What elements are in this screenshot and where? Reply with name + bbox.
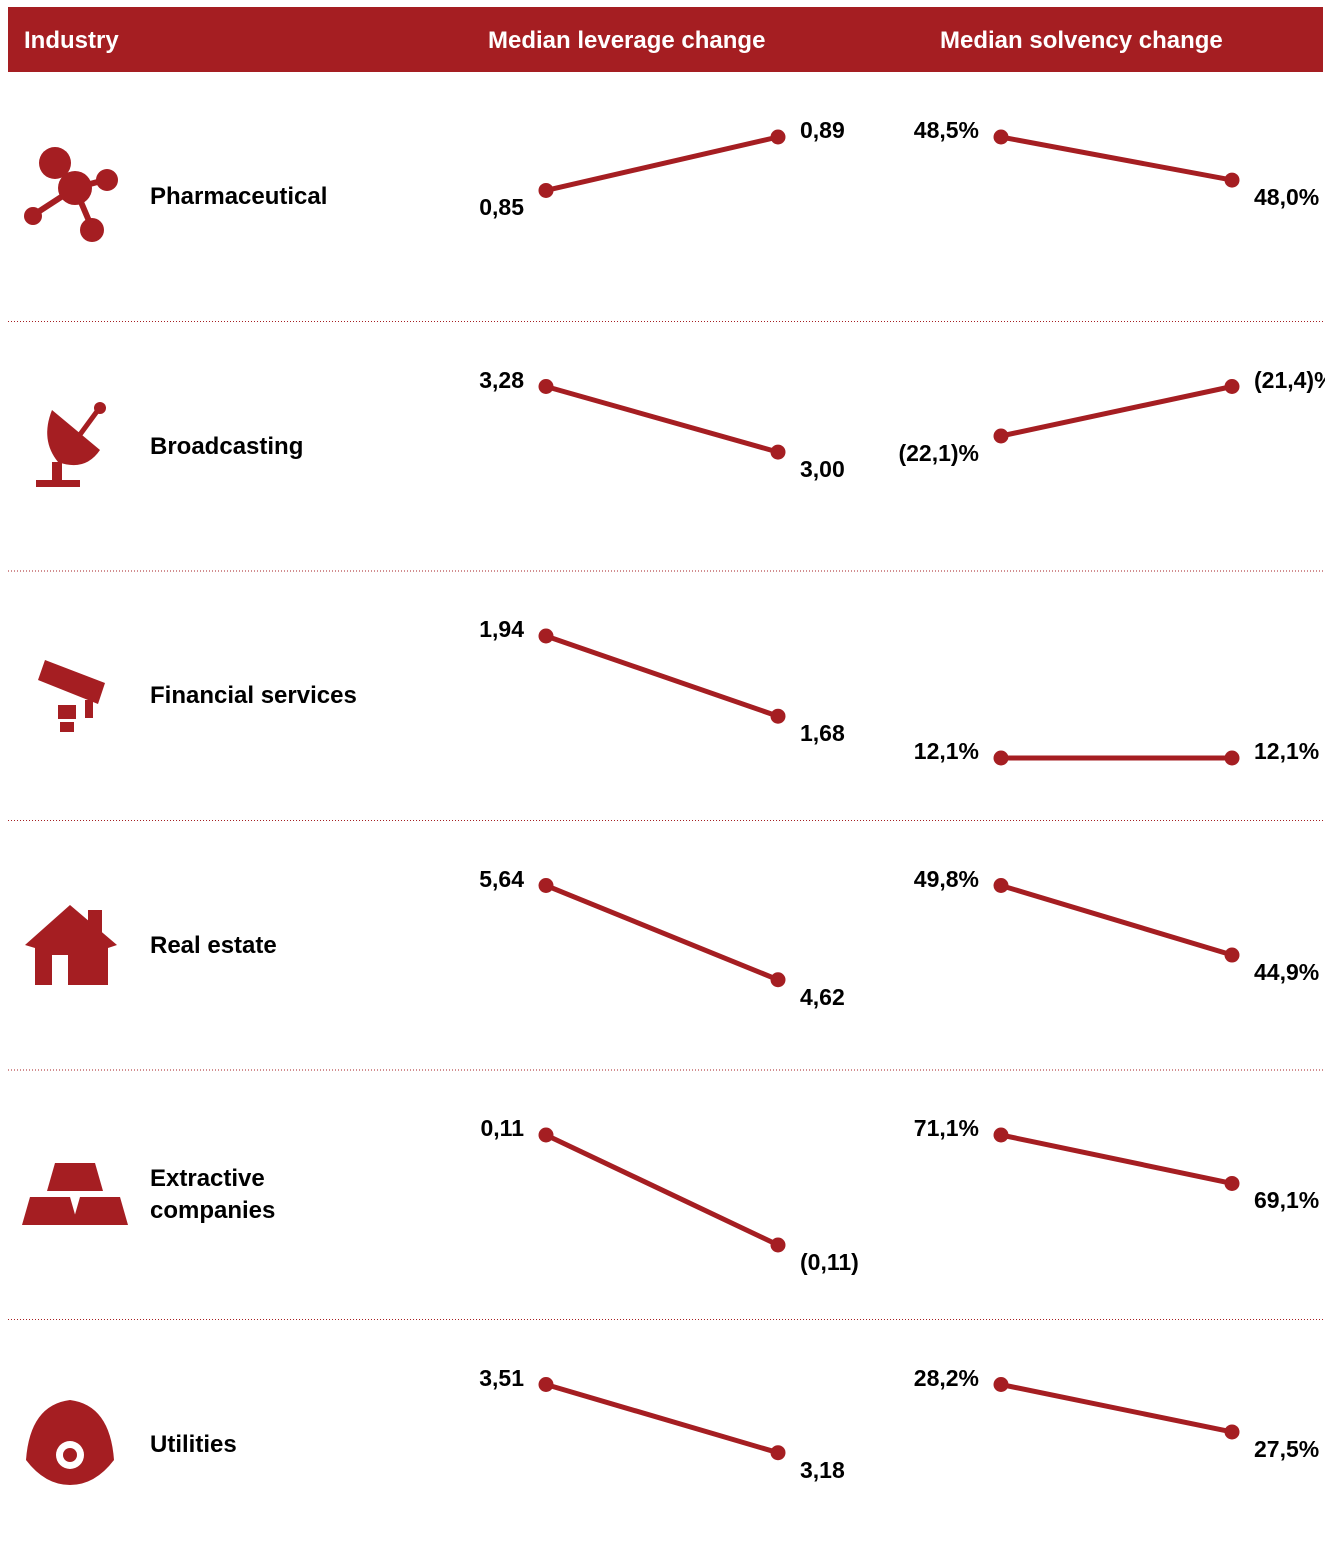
- icons: [22, 147, 128, 1485]
- value-label: 48,0%: [1254, 184, 1320, 211]
- slope-line: [1000, 1382, 1233, 1435]
- header-cell: Industry: [24, 27, 119, 54]
- value-label: 12,1%: [1254, 738, 1320, 764]
- slope-line: [544, 1132, 780, 1248]
- value-label: 3,28: [479, 366, 524, 393]
- point: [538, 628, 554, 644]
- value-label: 0,89: [800, 117, 845, 143]
- header-bar: Industry Median leverage change Median s…: [8, 7, 1323, 72]
- industry-name: Financial services: [150, 682, 357, 709]
- industry-name: Broadcasting: [150, 432, 304, 460]
- slope-line: [545, 1382, 779, 1456]
- point: [538, 182, 554, 198]
- point: [770, 1237, 786, 1253]
- point: [770, 444, 786, 460]
- value-label: 4,62: [800, 983, 845, 1010]
- value-label: 44,9%: [1254, 959, 1320, 986]
- point: [770, 129, 786, 145]
- point: [993, 1127, 1009, 1143]
- icon-broadcasting: [36, 402, 106, 487]
- slope-line: [1000, 384, 1233, 439]
- icon-extractive: [22, 1163, 128, 1225]
- value-label: 0,85: [479, 194, 524, 221]
- value-label: (22,1)%: [898, 440, 979, 466]
- industry-name: Real estate: [150, 931, 277, 959]
- point: [538, 878, 554, 893]
- icon-financial-services: [38, 660, 105, 732]
- industry-name: Extractive companies: [150, 1165, 276, 1224]
- slope-line: [545, 134, 779, 193]
- value-label: 1,94: [479, 616, 524, 642]
- value-label: 1,68: [800, 720, 845, 747]
- value-label: 49,8%: [913, 865, 979, 892]
- point: [1224, 1175, 1240, 1191]
- slope-line: [545, 633, 779, 719]
- value-label: 5,64: [479, 865, 524, 892]
- value-label: (0,11): [800, 1249, 859, 1275]
- value-label: 71,1%: [913, 1115, 979, 1141]
- header-cell: Median solvency change: [940, 27, 1223, 54]
- industry-name: Utilities: [150, 1430, 237, 1458]
- value-label: 28,2%: [913, 1364, 979, 1391]
- point: [1224, 379, 1240, 394]
- value-label: 12,1%: [913, 738, 979, 764]
- point: [993, 428, 1009, 444]
- value-label: 27,5%: [1254, 1435, 1320, 1462]
- value-label: 0,11: [480, 1115, 525, 1141]
- value-label: 3,18: [800, 1456, 845, 1483]
- slope-line: [1000, 134, 1233, 183]
- value-label: (21,4)%: [1254, 366, 1325, 393]
- point: [770, 708, 786, 724]
- slope-line: [1000, 883, 1233, 958]
- slope-line: [545, 883, 779, 983]
- point: [1224, 750, 1240, 766]
- point: [993, 878, 1009, 893]
- point: [538, 1127, 554, 1143]
- point: [993, 129, 1009, 145]
- point: [538, 379, 554, 394]
- slope-line: [545, 384, 779, 455]
- point: [770, 1445, 786, 1461]
- icon-real-estate: [25, 905, 117, 985]
- header-cell: Median leverage change: [488, 27, 766, 54]
- point: [1224, 172, 1240, 188]
- icon-utilities: [26, 1400, 114, 1485]
- icon-pharmaceutical: [24, 147, 118, 242]
- slope-line: [1000, 1132, 1233, 1186]
- point: [538, 1377, 554, 1392]
- value-label: 3,51: [479, 1364, 524, 1391]
- value-label: 69,1%: [1254, 1187, 1320, 1214]
- point: [1224, 947, 1240, 963]
- value-label: 3,00: [800, 456, 845, 483]
- point: [1224, 1424, 1240, 1440]
- value-label: 48,5%: [913, 117, 979, 143]
- point: [993, 750, 1009, 766]
- point: [993, 1377, 1009, 1392]
- point: [770, 972, 786, 988]
- industry-name: Pharmaceutical: [150, 183, 328, 210]
